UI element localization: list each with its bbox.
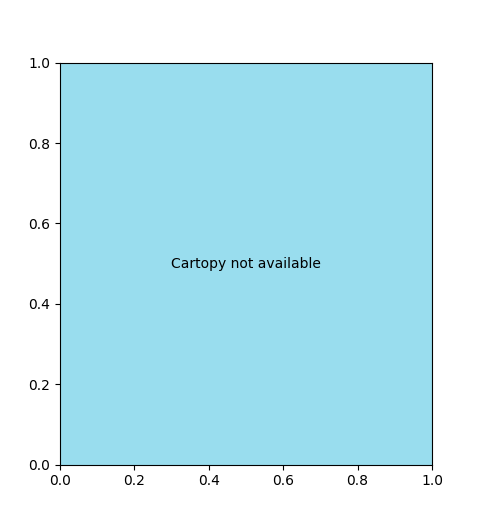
Text: Cartopy not available: Cartopy not available (171, 257, 321, 270)
